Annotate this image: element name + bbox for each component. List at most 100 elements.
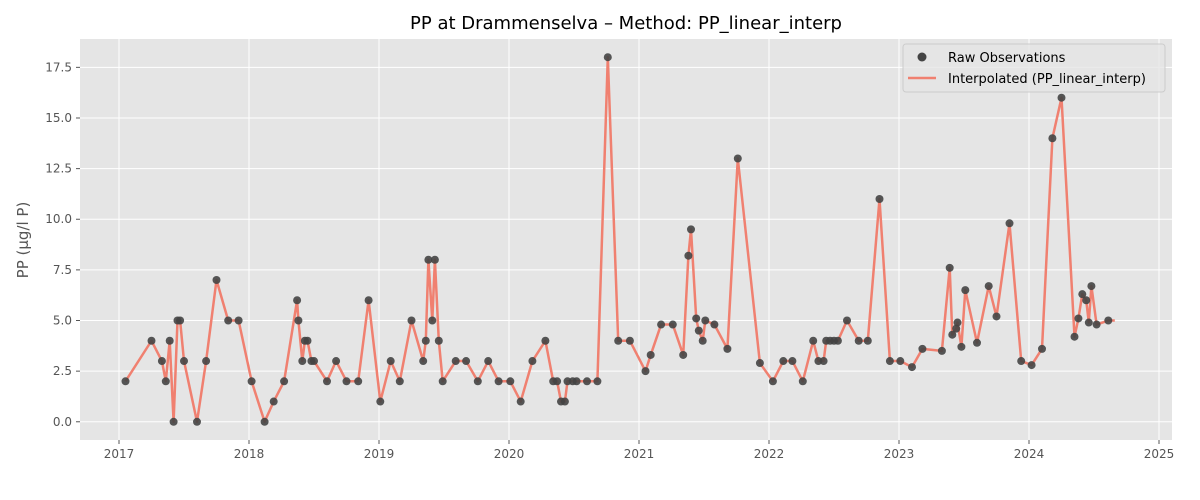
y-tick-label: 15.0 — [45, 111, 72, 125]
raw-observation-point — [694, 326, 703, 335]
raw-observation-point — [376, 397, 385, 406]
raw-observation-point — [180, 357, 188, 366]
x-tick-label: 2025 — [1144, 447, 1175, 461]
raw-observation-point — [1087, 282, 1096, 291]
raw-observation-point — [293, 296, 302, 305]
raw-observation-point — [342, 377, 351, 386]
legend-marker-raw-observations — [917, 52, 927, 62]
raw-observation-point — [428, 316, 437, 325]
raw-observation-point — [687, 225, 695, 234]
raw-observation-point — [698, 336, 707, 345]
raw-observation-point — [323, 377, 331, 386]
raw-observation-point — [212, 276, 221, 285]
raw-observation-point — [354, 377, 363, 386]
raw-observation-point — [768, 377, 777, 386]
raw-observation-point — [1038, 344, 1046, 353]
raw-observation-point — [572, 377, 581, 386]
raw-observation-point — [421, 336, 430, 345]
raw-observation-point — [193, 417, 201, 426]
raw-observation-point — [657, 320, 666, 329]
raw-observation-point — [1048, 134, 1057, 143]
legend-box — [902, 43, 1166, 93]
raw-observation-point — [1078, 290, 1087, 299]
raw-observation-point — [1057, 93, 1066, 102]
raw-observation-point — [854, 336, 863, 345]
raw-observation-point — [843, 316, 851, 325]
raw-observation-point — [948, 330, 957, 339]
raw-observation-point — [269, 397, 278, 406]
raw-observation-point — [434, 336, 443, 345]
raw-observation-point — [202, 357, 211, 366]
raw-observation-point — [234, 316, 243, 325]
raw-observation-point — [625, 336, 634, 345]
y-tick-label: 12.5 — [45, 162, 72, 176]
y-axis-ticks: 0.0 2.5 5.0 7.5 10.0 12.5 15.0 17.5 — [45, 60, 80, 429]
raw-observation-point — [896, 357, 905, 366]
raw-observation-point — [553, 377, 562, 386]
x-tick-label: 2018 — [234, 447, 265, 461]
raw-observation-point — [1027, 361, 1036, 370]
raw-observation-point — [506, 377, 515, 386]
raw-observation-point — [701, 316, 710, 325]
raw-observation-point — [885, 357, 894, 366]
raw-observation-point — [952, 324, 961, 333]
legend-label-raw-observations: Raw Observations — [948, 51, 1066, 66]
raw-observation-point — [303, 336, 312, 345]
raw-observation-point — [451, 357, 460, 366]
x-tick-label: 2023 — [884, 447, 915, 461]
x-tick-label: 2020 — [494, 447, 525, 461]
raw-observation-point — [710, 320, 719, 329]
raw-observation-point — [668, 320, 677, 329]
raw-observation-point — [516, 397, 525, 406]
raw-observation-point — [176, 316, 185, 325]
raw-observation-point — [419, 357, 428, 366]
raw-observation-point — [755, 359, 764, 368]
raw-observation-point — [247, 377, 256, 386]
raw-observation-point — [169, 417, 178, 426]
raw-observation-point — [260, 417, 269, 426]
raw-observation-point — [462, 357, 471, 366]
raw-observation-point — [908, 363, 916, 372]
raw-observation-point — [961, 286, 970, 295]
y-tick-label: 5.0 — [53, 314, 72, 328]
raw-observation-point — [733, 154, 742, 163]
plot-area — [80, 39, 1172, 440]
x-axis-ticks: 2017 2018 2019 2020 2021 2022 2023 2024 2025 — [104, 440, 1175, 461]
raw-observation-point — [386, 357, 395, 366]
raw-observation-point — [364, 296, 373, 305]
raw-observation-point — [310, 357, 318, 366]
raw-observation-point — [280, 377, 289, 386]
raw-observations-series — [121, 53, 1113, 426]
raw-observation-point — [121, 377, 130, 386]
raw-observation-point — [1074, 314, 1083, 323]
raw-observation-point — [1092, 320, 1101, 329]
raw-observation-point — [147, 336, 156, 345]
raw-observation-point — [918, 344, 927, 353]
raw-observation-point — [298, 357, 307, 366]
raw-observation-point — [809, 336, 818, 345]
raw-observation-point — [1070, 332, 1079, 341]
raw-observation-point — [798, 377, 807, 386]
raw-observation-point — [819, 357, 828, 366]
raw-observation-point — [161, 377, 170, 386]
y-tick-label: 17.5 — [45, 60, 72, 74]
raw-observation-point — [1017, 357, 1026, 366]
raw-observation-point — [984, 282, 993, 291]
raw-observation-point — [438, 377, 447, 386]
raw-observation-point — [332, 357, 341, 366]
raw-observation-point — [614, 336, 623, 345]
y-tick-label: 2.5 — [53, 364, 72, 378]
y-tick-label: 10.0 — [45, 212, 72, 226]
raw-observation-point — [603, 53, 612, 62]
raw-observation-point — [593, 377, 602, 386]
raw-observation-point — [430, 255, 439, 264]
y-axis-title: PP (µg/l P) — [14, 202, 32, 279]
raw-observation-point — [473, 377, 482, 386]
raw-observation-point — [875, 194, 884, 203]
y-tick-label: 7.5 — [53, 263, 72, 277]
raw-observation-point — [583, 377, 591, 386]
raw-observation-point — [541, 336, 550, 345]
x-tick-label: 2021 — [624, 447, 655, 461]
